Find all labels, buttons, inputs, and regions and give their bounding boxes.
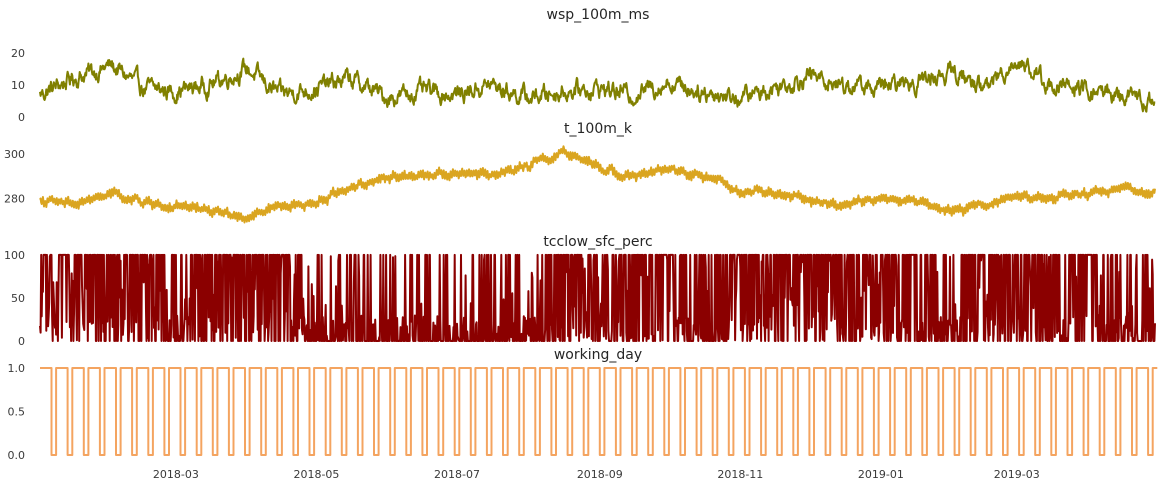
y-tick-label: 10 — [11, 79, 25, 92]
panel-title-temp: t_100m_k — [564, 121, 633, 137]
y-tick-label: 100 — [4, 249, 25, 262]
y-tick-label: 20 — [11, 47, 25, 60]
panel-title-wsp: wsp_100m_ms — [547, 7, 650, 23]
y-tick-label: 0 — [18, 111, 25, 124]
panel-wsp-100m-ms: wsp_100m_ms 0 10 20 — [11, 7, 1156, 124]
y-tick-label: 0.0 — [8, 449, 26, 462]
series-line-2 — [39, 145, 1156, 224]
x-tick-label: 2018-05 — [293, 468, 339, 481]
series-line-1 — [39, 57, 1156, 113]
x-tick-label: 2019-01 — [858, 468, 904, 481]
x-tick-label: 2018-09 — [577, 468, 623, 481]
y-tick-label: 1.0 — [8, 362, 26, 375]
y-tick-label: 300 — [4, 148, 25, 161]
panel-working-day: working_day 0.0 0.5 1.0 — [8, 347, 1158, 462]
y-tick-label: 50 — [11, 292, 25, 305]
panel-tcclow-sfc-perc: tcclow_sfc_perc 0 50 100 — [4, 234, 1156, 348]
y-tick-label: 0 — [18, 335, 25, 348]
panel-title-cloud: tcclow_sfc_perc — [543, 234, 652, 250]
series-line-3 — [39, 253, 1156, 342]
panel-title-working-day: working_day — [554, 347, 642, 363]
series-line-4 — [40, 367, 1158, 456]
x-tick-label: 2018-03 — [153, 468, 199, 481]
x-tick-label: 2018-11 — [717, 468, 763, 481]
x-axis: 2018-03 2018-05 2018-07 2018-09 2018-11 2019-… — [153, 468, 1040, 481]
x-tick-label: 2019-03 — [994, 468, 1040, 481]
panel-t-100m-k: t_100m_k 280 300 — [4, 121, 1156, 224]
y-tick-label: 0.5 — [8, 406, 26, 419]
y-tick-label: 280 — [4, 192, 25, 205]
x-tick-label: 2018-07 — [434, 468, 480, 481]
